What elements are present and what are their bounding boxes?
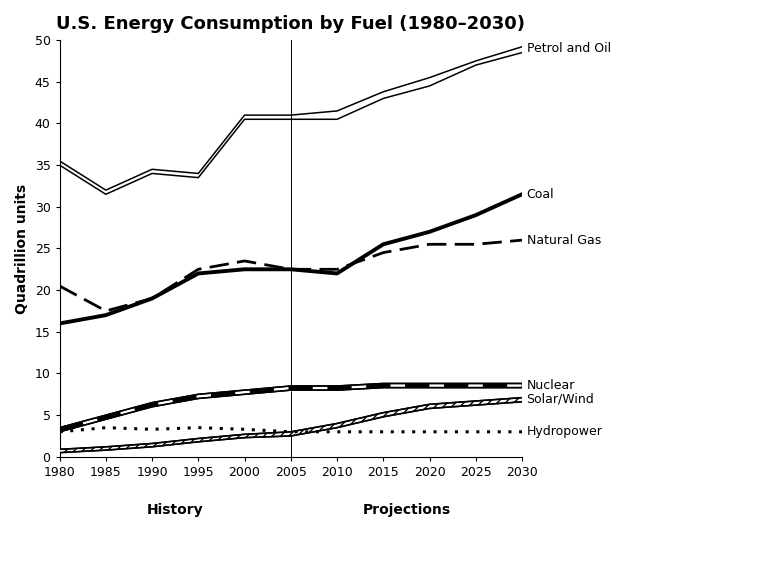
Text: Coal: Coal xyxy=(527,188,554,201)
Y-axis label: Quadrillion units: Quadrillion units xyxy=(15,183,29,314)
Text: Solar/Wind: Solar/Wind xyxy=(527,393,594,406)
Text: Nuclear: Nuclear xyxy=(527,379,575,392)
Title: U.S. Energy Consumption by Fuel (1980–2030): U.S. Energy Consumption by Fuel (1980–20… xyxy=(56,15,525,33)
Text: Hydropower: Hydropower xyxy=(527,425,602,438)
Text: Projections: Projections xyxy=(362,503,451,517)
Text: History: History xyxy=(147,503,204,517)
Text: Petrol and Oil: Petrol and Oil xyxy=(527,42,611,55)
Text: Natural Gas: Natural Gas xyxy=(527,233,601,247)
